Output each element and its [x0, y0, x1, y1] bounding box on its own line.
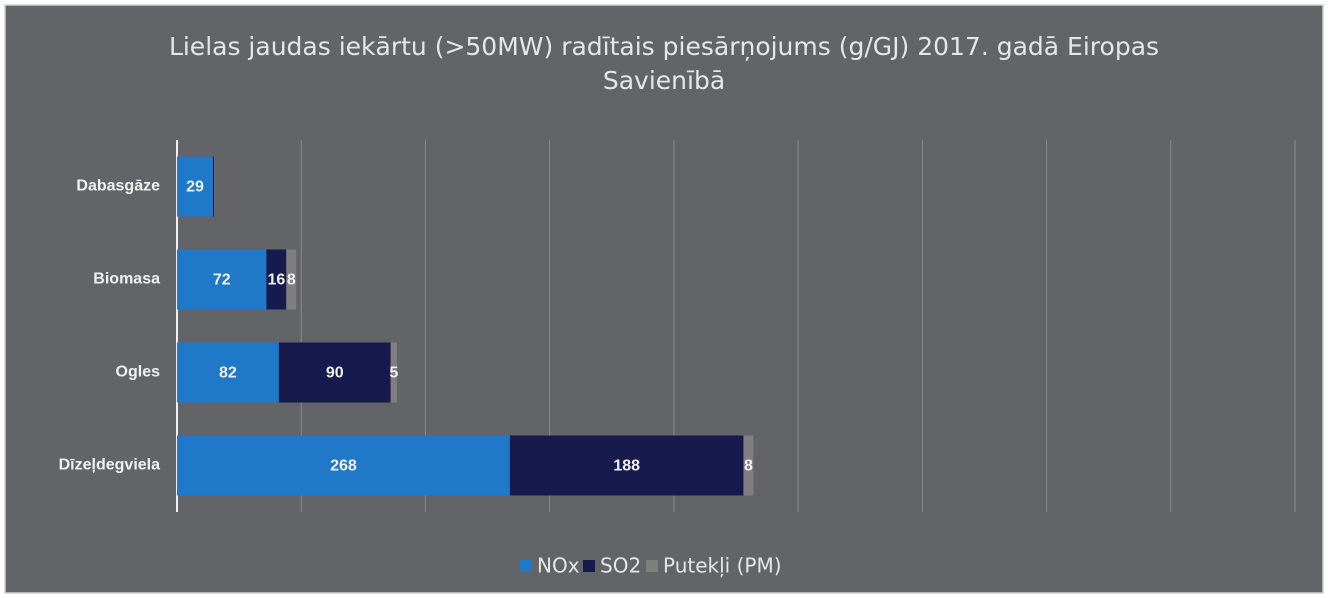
data-label: 8	[744, 458, 753, 475]
bar-segment	[214, 156, 215, 217]
y-tick-label: Dabasgāze	[76, 178, 160, 195]
bar-segment	[743, 435, 754, 496]
data-label: 72	[213, 272, 231, 289]
legend-swatch	[646, 560, 658, 572]
legend-label: SO2	[600, 554, 641, 578]
data-label: 29	[186, 179, 204, 196]
title-box: Lielas jaudas iekārtu (>50MW) radītais p…	[168, 32, 1160, 95]
legend-swatch	[520, 560, 532, 572]
data-label: 5	[389, 365, 398, 382]
data-label: 90	[326, 365, 344, 382]
bar-segment	[278, 342, 391, 403]
legend-label: NOx	[537, 554, 580, 578]
bar-segment	[266, 249, 287, 310]
bar-segment	[177, 156, 214, 217]
bar-segment	[177, 435, 510, 496]
y-tick-label: Ogles	[116, 364, 161, 381]
data-label: 188	[613, 458, 640, 475]
bar-segment	[177, 342, 279, 403]
legend-label: Putekļi (PM)	[663, 554, 782, 578]
y-tick-label: Dīzeļdegviela	[59, 457, 160, 474]
bar-segment	[390, 342, 397, 403]
bar-segment	[509, 435, 744, 496]
chart-title: Lielas jaudas iekārtu (>50MW) radītais p…	[168, 32, 1160, 95]
data-label: 268	[330, 458, 357, 475]
y-tick-label: Biomasa	[93, 271, 160, 288]
data-label: 8	[287, 272, 296, 289]
data-label: 16	[267, 272, 285, 289]
bar-segment	[213, 156, 215, 217]
legend-swatch	[583, 560, 595, 572]
bar-segment	[177, 249, 267, 310]
bar-segment	[286, 249, 297, 310]
data-label: 82	[219, 365, 237, 382]
